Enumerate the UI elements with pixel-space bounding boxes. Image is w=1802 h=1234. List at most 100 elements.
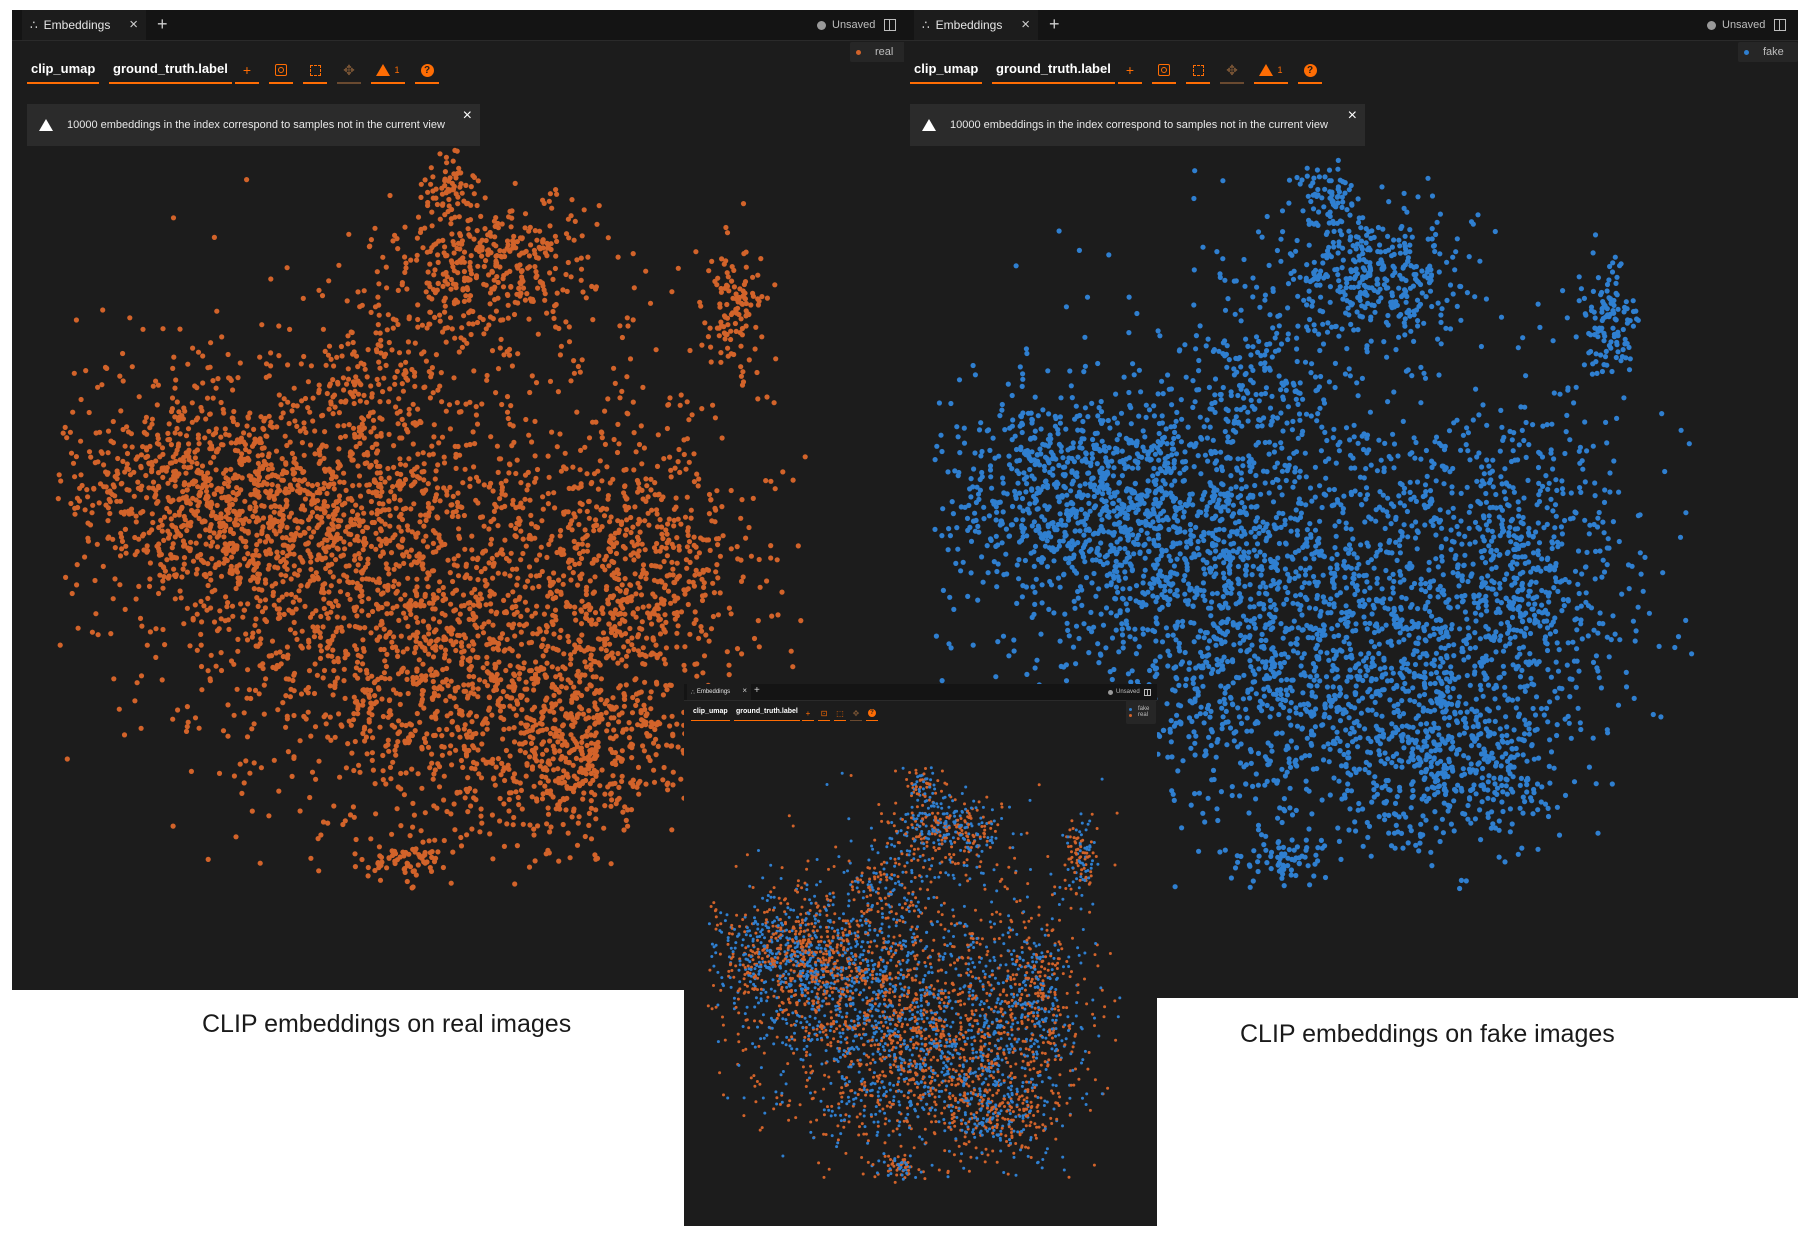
embeddings-panel-real: ∴ Embeddings × + Unsaved real clip_umap …: [12, 10, 906, 990]
move-icon: ✥: [852, 708, 860, 718]
warning-icon: [39, 119, 53, 131]
unsaved-dot-icon: [817, 20, 826, 30]
move-icon: ✥: [1226, 61, 1238, 78]
fit-view-button[interactable]: ⊡: [818, 706, 830, 721]
tab-label: Embeddings: [696, 689, 731, 695]
help-button[interactable]: ?: [866, 706, 878, 721]
pan-button[interactable]: ✥: [850, 706, 862, 721]
close-icon[interactable]: ×: [1021, 16, 1030, 33]
unsaved-indicator: Unsaved: [1707, 10, 1787, 40]
add-tab-button[interactable]: +: [754, 685, 760, 696]
legend-real-swatch: [856, 49, 861, 55]
lasso-icon: ⬚: [836, 708, 844, 718]
tab-label: Embeddings: [935, 18, 1003, 32]
legend: fake: [1738, 42, 1798, 62]
color-by-select[interactable]: ground_truth.label: [992, 58, 1115, 84]
fit-view-button[interactable]: [1152, 58, 1176, 84]
unsaved-dot-icon: [1108, 689, 1113, 695]
point-cloud: [55, 147, 809, 891]
legend-row-fake[interactable]: fake: [1129, 706, 1149, 712]
help-icon: ?: [420, 63, 434, 77]
legend-item-real: real: [1138, 712, 1149, 718]
plus-icon: +: [1125, 62, 1135, 78]
fit-view-icon: ⊡: [820, 708, 828, 718]
add-button[interactable]: +: [235, 58, 259, 84]
add-tab-button[interactable]: +: [157, 14, 168, 34]
point-cloud: [706, 766, 1122, 1184]
legend-fake-swatch: [1129, 707, 1132, 711]
alert-text: 10000 embeddings in the index correspond…: [67, 119, 445, 131]
plus-icon: +: [242, 62, 252, 78]
embeddings-icon: ∴: [30, 18, 38, 32]
warning-icon: [922, 119, 936, 131]
legend-item-real[interactable]: real: [875, 46, 894, 58]
unsaved-indicator: Unsaved: [1108, 684, 1151, 700]
alert-text: 10000 embeddings in the index correspond…: [950, 119, 1328, 131]
tab-bar: ∴ Embeddings × + Unsaved: [12, 10, 906, 41]
legend-item-fake: fake: [1138, 706, 1150, 712]
fit-view-icon: [1158, 64, 1170, 76]
lasso-icon: [309, 64, 321, 76]
legend-fake-swatch: [1744, 49, 1749, 55]
move-icon: ✥: [343, 61, 355, 78]
alert-close-button[interactable]: ×: [462, 107, 472, 124]
scatter-plot[interactable]: [684, 684, 1157, 1226]
lasso-select-button[interactable]: [1186, 58, 1210, 84]
alert-banner: 10000 embeddings in the index correspond…: [27, 104, 480, 146]
close-icon[interactable]: ×: [129, 16, 138, 33]
caption-real: CLIP embeddings on real images: [202, 1010, 572, 1038]
legend-real-swatch: [1129, 713, 1132, 717]
legend: real: [850, 42, 906, 62]
point-cloud: [932, 157, 1695, 892]
fit-view-icon: [275, 64, 287, 76]
legend-item-fake[interactable]: fake: [1763, 46, 1784, 58]
embedding-select[interactable]: clip_umap: [27, 58, 100, 84]
pan-button[interactable]: ✥: [337, 58, 361, 84]
unsaved-dot-icon: [1707, 20, 1716, 30]
embeddings-icon: ∴: [922, 18, 930, 32]
warning-count: 1: [1277, 65, 1283, 75]
alert-close-button[interactable]: ×: [1347, 107, 1357, 124]
tab-label: Embeddings: [43, 18, 111, 32]
color-by-select[interactable]: ground_truth.label: [734, 706, 800, 721]
tab-embeddings[interactable]: ∴ Embeddings ×: [687, 684, 751, 700]
help-button[interactable]: ?: [415, 58, 439, 84]
warnings-button[interactable]: 1: [1254, 58, 1288, 84]
embedding-select[interactable]: clip_umap: [910, 58, 983, 84]
warnings-button[interactable]: 1: [371, 58, 405, 84]
unsaved-label: Unsaved: [1116, 689, 1140, 695]
lasso-select-button[interactable]: ⬚: [834, 706, 846, 721]
tab-bar: ∴ Embeddings × + Unsaved: [684, 684, 1157, 701]
help-icon: ?: [868, 709, 876, 717]
tab-embeddings[interactable]: ∴ Embeddings ×: [914, 10, 1038, 40]
scatter-plot[interactable]: [904, 10, 1798, 998]
add-button[interactable]: +: [1118, 58, 1142, 84]
tab-embeddings[interactable]: ∴ Embeddings ×: [22, 10, 146, 40]
layout-icon[interactable]: [1143, 688, 1151, 696]
unsaved-label: Unsaved: [832, 19, 876, 31]
warning-icon: [1259, 64, 1274, 76]
scatter-plot[interactable]: [12, 10, 906, 990]
fit-view-button[interactable]: [269, 58, 293, 84]
layout-icon[interactable]: [884, 19, 897, 31]
layout-icon[interactable]: [1774, 19, 1787, 31]
tab-bar: ∴ Embeddings × + Unsaved: [904, 10, 1798, 41]
legend: fake real: [1126, 700, 1156, 724]
warning-count: 1: [394, 65, 400, 75]
help-icon: ?: [1303, 63, 1317, 77]
lasso-select-button[interactable]: [303, 58, 327, 84]
add-button[interactable]: +: [802, 706, 814, 721]
unsaved-label: Unsaved: [1722, 19, 1766, 31]
legend-row-real[interactable]: real: [1129, 712, 1148, 718]
warning-icon: [376, 64, 391, 76]
unsaved-indicator: Unsaved: [817, 10, 897, 40]
plus-icon: +: [805, 708, 811, 718]
embedding-select[interactable]: clip_umap: [691, 706, 730, 721]
color-by-select[interactable]: ground_truth.label: [109, 58, 232, 84]
close-icon[interactable]: ×: [742, 686, 747, 695]
caption-fake: CLIP embeddings on fake images: [1240, 1020, 1615, 1048]
lasso-icon: [1192, 64, 1204, 76]
add-tab-button[interactable]: +: [1049, 14, 1060, 34]
help-button[interactable]: ?: [1298, 58, 1322, 84]
pan-button[interactable]: ✥: [1220, 58, 1244, 84]
